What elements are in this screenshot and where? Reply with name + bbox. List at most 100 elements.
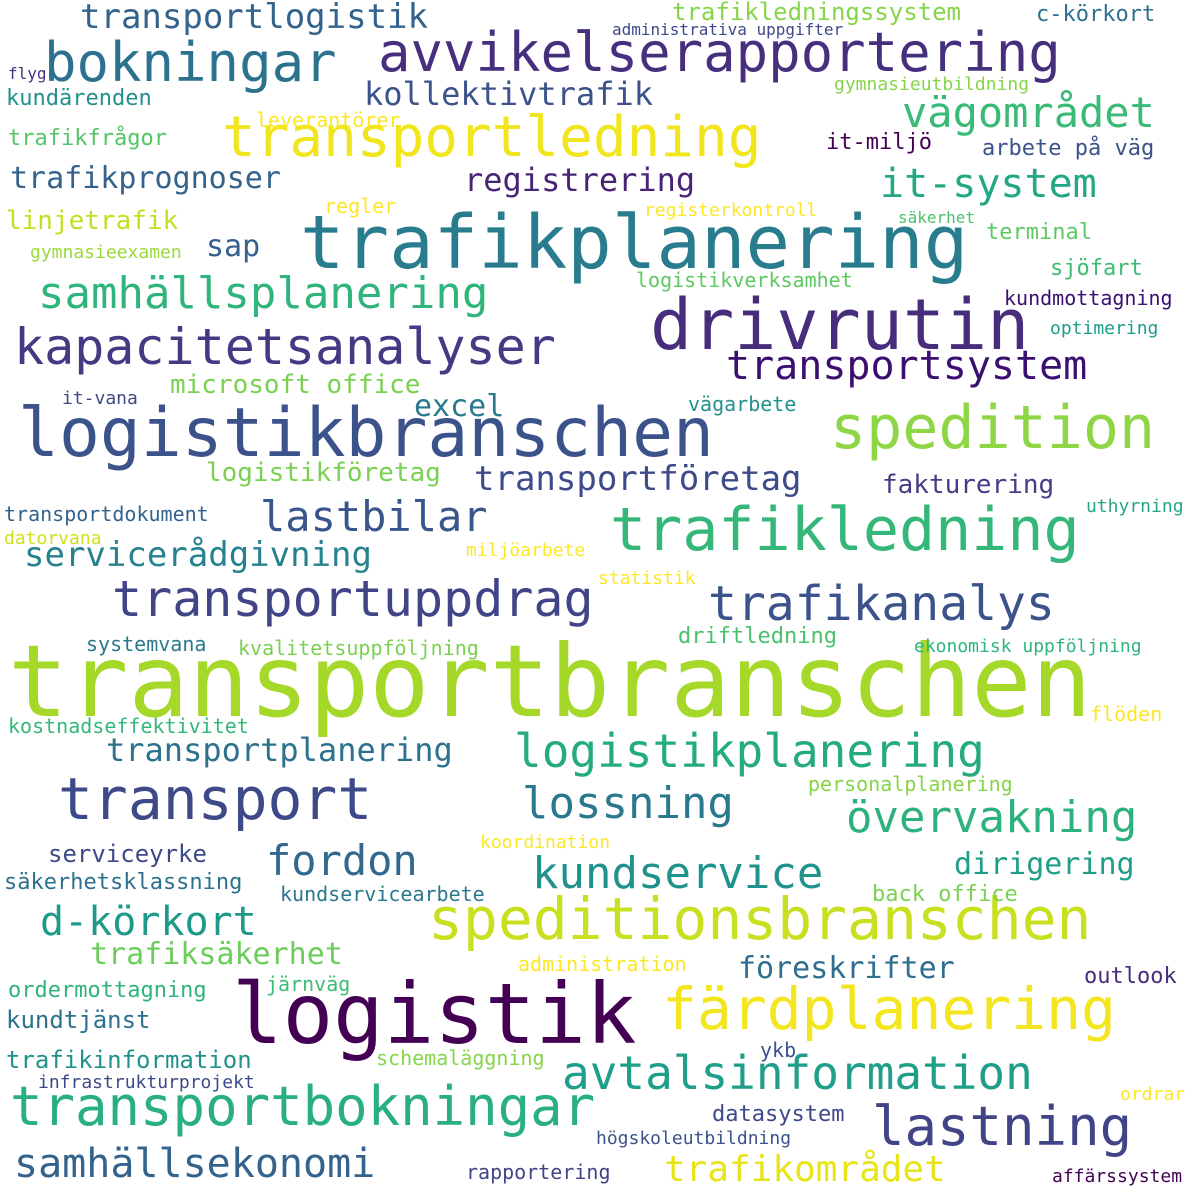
word-68: logistikverksamhet	[636, 268, 853, 292]
word-12: transportbokningar	[10, 1075, 596, 1138]
word-22: kundservice	[532, 848, 824, 899]
word-54: säkerhetsklassning	[4, 870, 243, 895]
word-67: gymnasieexamen	[30, 242, 182, 263]
word-63: regler	[324, 194, 397, 218]
word-24: övervakning	[846, 792, 1138, 843]
word-59: leverantörer	[256, 108, 401, 132]
word-48: trafikledningssystem	[672, 0, 961, 26]
word-57: kundärenden	[6, 86, 152, 111]
word-75: datorvana	[4, 528, 102, 549]
word-34: servicerådgivning	[24, 535, 372, 575]
word-69: sjöfart	[1050, 256, 1143, 281]
word-20: lastning	[872, 1095, 1133, 1158]
word-21: samhällsplanering	[38, 268, 489, 319]
word-91: kundtjänst	[6, 1006, 151, 1034]
word-99: rapportering	[466, 1160, 611, 1184]
word-36: transportplanering	[106, 731, 453, 769]
word-86: koordination	[480, 832, 611, 853]
word-79: systemvana	[86, 632, 207, 656]
word-25: samhällsekonomi	[14, 1141, 376, 1187]
word-32: trafikområdet	[664, 1149, 946, 1190]
word-78: uthyrning	[1086, 496, 1184, 517]
word-23: lossning	[522, 778, 734, 829]
word-27: transportsystem	[726, 343, 1088, 389]
word-4: logistik	[232, 965, 637, 1063]
word-18: logistikplanering	[514, 724, 985, 778]
word-98: högskoleutbildning	[596, 1128, 792, 1149]
word-87: administration	[518, 952, 687, 976]
word-33: transportlogistik	[80, 0, 428, 37]
word-17: trafikanalys	[708, 576, 1055, 632]
word-74: transportdokument	[4, 502, 209, 526]
word-42: föreskrifter	[738, 951, 955, 986]
word-58: trafikfrågor	[8, 126, 167, 151]
word-1: transportbranschen	[8, 623, 1092, 740]
word-50: linjetrafik	[6, 206, 179, 236]
word-37: trafikprognoser	[10, 161, 281, 196]
word-39: kollektivtrafik	[364, 75, 653, 113]
word-83: kostnadseffektivitet	[8, 714, 249, 738]
word-52: arbete på väg	[982, 136, 1155, 161]
word-56: back office	[872, 882, 1018, 907]
word-80: kvalitetsuppföljning	[238, 636, 479, 660]
word-96: ordrar	[1120, 1084, 1186, 1105]
word-70: kundmottagning	[1004, 286, 1173, 310]
word-71: optimering	[1050, 318, 1159, 339]
word-73: vägarbete	[688, 392, 797, 416]
word-51: it-miljö	[826, 130, 932, 155]
word-66: terminal	[986, 220, 1092, 245]
word-62: gymnasieutbildning	[834, 74, 1030, 95]
word-72: it-vana	[62, 388, 138, 409]
word-90: outlook	[1084, 964, 1177, 989]
word-30: fordon	[266, 836, 418, 885]
word-77: statistik	[598, 568, 696, 589]
word-97: datasystem	[712, 1102, 845, 1127]
word-38: registrering	[464, 161, 696, 199]
word-13: färdplanering	[662, 975, 1116, 1043]
word-3: logistikbranschen	[18, 394, 714, 473]
word-28: vägområdet	[902, 88, 1155, 137]
word-82: ekonomisk uppföljning	[914, 636, 1142, 657]
word-6: transportledning	[222, 105, 762, 170]
word-11: trafikledning	[610, 495, 1080, 565]
word-2: trafikplanering	[300, 200, 969, 286]
word-92: trafikinformation	[6, 1046, 252, 1074]
word-14: transport	[58, 765, 373, 833]
word-41: dirigering	[954, 847, 1135, 882]
word-43: excel	[414, 389, 505, 424]
word-5: drivrutin	[650, 284, 1030, 366]
word-76: miljöarbete	[466, 540, 586, 561]
word-7: speditionsbranschen	[428, 885, 1092, 953]
word-64: registerkontroll	[644, 200, 818, 221]
word-15: kapacitetsanalyser	[14, 318, 556, 376]
word-26: lastbilar	[260, 492, 488, 541]
word-65: säkerhet	[898, 208, 976, 227]
word-35: transportföretag	[474, 459, 802, 499]
word-19: avtalsinformation	[562, 1046, 1033, 1100]
word-45: microsoft office	[170, 370, 421, 400]
word-47: fakturering	[882, 470, 1055, 500]
word-29: it-system	[880, 161, 1097, 207]
word-81: driftledning	[678, 624, 837, 649]
word-55: kundservicearbete	[280, 882, 485, 906]
word-40: trafiksäkerhet	[90, 937, 343, 972]
word-10: bokningar	[44, 31, 337, 94]
word-60: administrativa uppgifter	[612, 20, 844, 39]
word-85: personalplanering	[808, 772, 1013, 796]
word-49: c-körkort	[1036, 2, 1156, 27]
word-93: schemaläggning	[376, 1046, 545, 1070]
word-16: transportuppdrag	[112, 570, 594, 628]
word-8: avvikelserapportering	[378, 21, 1061, 84]
word-95: infrastrukturprojekt	[38, 1072, 255, 1093]
word-44: sap	[206, 229, 261, 264]
word-61: flyg	[8, 64, 47, 83]
word-94: ykb	[760, 1038, 797, 1062]
word-100: affärssystem	[1052, 1166, 1183, 1187]
word-84: flöden	[1090, 702, 1163, 726]
word-46: logistikföretag	[206, 458, 441, 488]
word-89: ordermottagning	[8, 978, 207, 1003]
word-9: spedition	[830, 393, 1156, 463]
word-88: järnväg	[266, 972, 351, 996]
word-53: serviceyrke	[48, 840, 207, 868]
